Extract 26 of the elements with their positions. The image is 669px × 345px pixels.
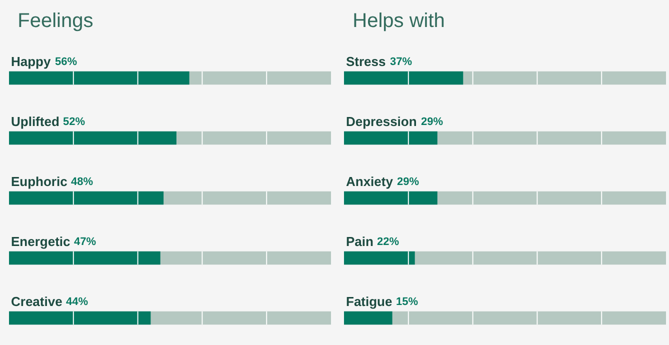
data-label: 22% (377, 236, 400, 248)
bar (344, 191, 438, 205)
bar (344, 251, 415, 265)
bar (344, 131, 438, 145)
y-tick-label: Energetic (11, 234, 70, 249)
text: Helps with (352, 10, 445, 32)
data-label: 48% (71, 176, 94, 188)
data-label: 44% (66, 296, 88, 308)
y-tick-label: Uplifted (11, 114, 60, 129)
y-tick-label: Euphoric (11, 174, 68, 189)
y-tick-label: Happy (11, 54, 52, 69)
y-tick-label: Anxiety (346, 174, 394, 189)
y-tick-label: Pain (346, 234, 374, 249)
y-tick-label: Stress (346, 54, 386, 69)
data-label: 29% (397, 176, 420, 188)
data-label: 56% (55, 56, 78, 68)
y-tick-label: Creative (11, 294, 62, 309)
data-label: 47% (74, 236, 96, 248)
data-label: 52% (63, 116, 86, 128)
data-label: 29% (421, 116, 444, 128)
bar (344, 311, 392, 325)
chart-title: Feelings (18, 10, 94, 32)
y-tick-label: Fatigue (346, 294, 392, 309)
y-tick-label: Depression (346, 114, 417, 129)
data-label: 15% (396, 296, 418, 308)
data-label: 37% (390, 56, 412, 68)
